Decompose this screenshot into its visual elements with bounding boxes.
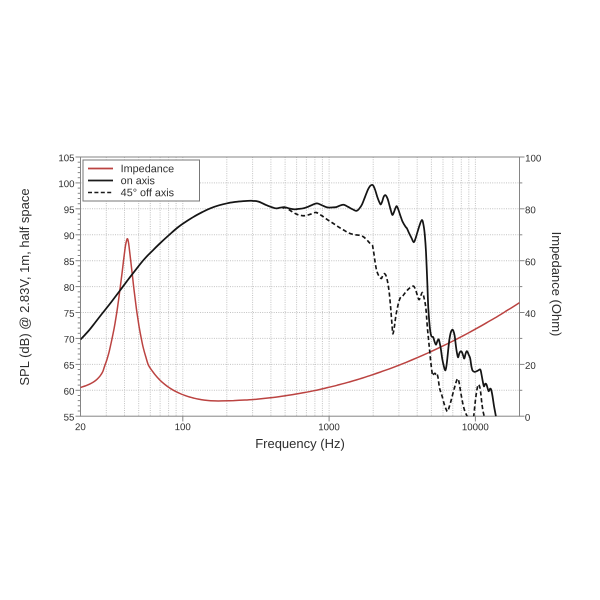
svg-text:90: 90 (64, 231, 75, 242)
svg-text:on axis: on axis (121, 175, 156, 187)
svg-text:0: 0 (525, 413, 531, 424)
svg-text:55: 55 (64, 412, 75, 423)
svg-text:70: 70 (64, 335, 75, 346)
svg-text:Impedance: Impedance (121, 163, 174, 175)
svg-text:45° off axis: 45° off axis (121, 187, 175, 199)
svg-text:80: 80 (64, 283, 75, 294)
svg-text:80: 80 (525, 205, 536, 216)
svg-text:20: 20 (75, 422, 86, 433)
svg-text:60: 60 (525, 257, 536, 268)
svg-text:100: 100 (175, 422, 192, 433)
svg-text:40: 40 (525, 309, 536, 320)
svg-text:65: 65 (64, 361, 75, 372)
svg-text:1000: 1000 (318, 422, 340, 433)
svg-text:85: 85 (64, 257, 75, 268)
svg-text:100: 100 (525, 154, 542, 165)
svg-text:Impedance (Ohm): Impedance (Ohm) (549, 232, 564, 337)
svg-text:SPL (dB) @ 2.83V, 1m, half spa: SPL (dB) @ 2.83V, 1m, half space (17, 188, 32, 385)
svg-text:75: 75 (64, 309, 75, 320)
svg-text:Frequency (Hz): Frequency (Hz) (255, 436, 345, 451)
svg-text:100: 100 (58, 179, 75, 190)
svg-text:20: 20 (525, 361, 536, 372)
svg-text:60: 60 (64, 387, 75, 398)
svg-text:95: 95 (64, 205, 75, 216)
svg-text:105: 105 (58, 153, 74, 164)
svg-text:10000: 10000 (462, 422, 490, 433)
